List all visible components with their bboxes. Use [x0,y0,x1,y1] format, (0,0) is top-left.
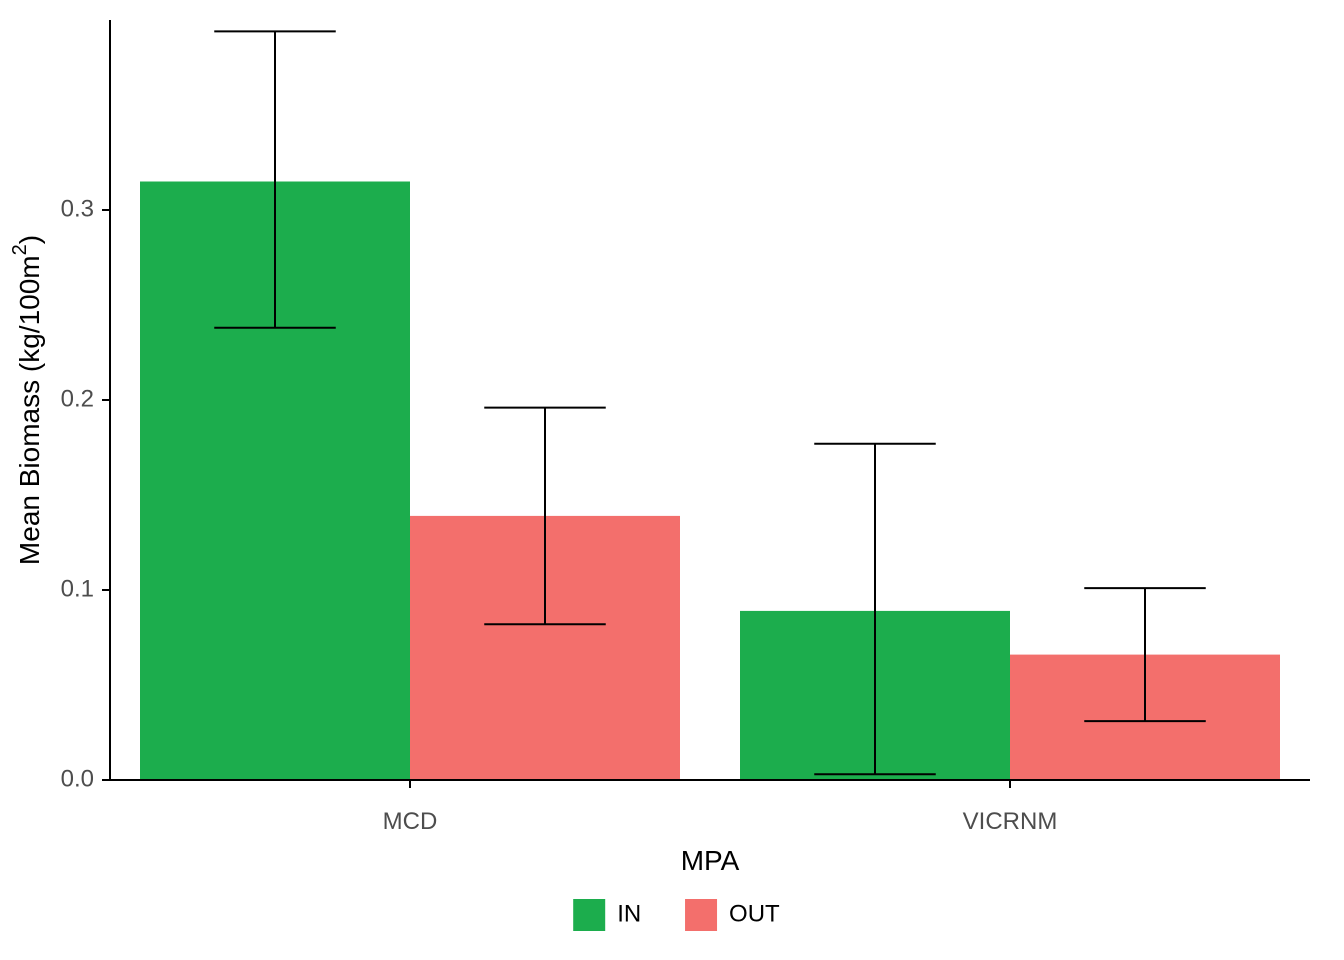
x-tick-label: MCD [383,808,438,835]
y-tick-label: 0.0 [61,765,94,792]
legend-label-IN: IN [617,900,641,927]
biomass-bar-chart: 0.0 0.1 0.2 0.3 MCD VICRNM Mean Biomass (kg/10… [0,0,1344,960]
x-tick-label: VICRNM [963,808,1058,835]
x-axis-title: MPA [681,845,740,876]
legend-swatch-IN [573,899,605,931]
y-axis-title: Mean Biomass (kg/100m2) [9,235,45,565]
chart-svg: 0.0 0.1 0.2 0.3 MCD VICRNM Mean Biomass (kg/10… [0,0,1344,960]
y-tick-label: 0.1 [61,575,94,602]
legend-swatch-OUT [685,899,717,931]
legend-label-OUT: OUT [729,900,780,927]
y-tick-label: 0.2 [61,385,94,412]
y-tick-label: 0.3 [61,195,94,222]
